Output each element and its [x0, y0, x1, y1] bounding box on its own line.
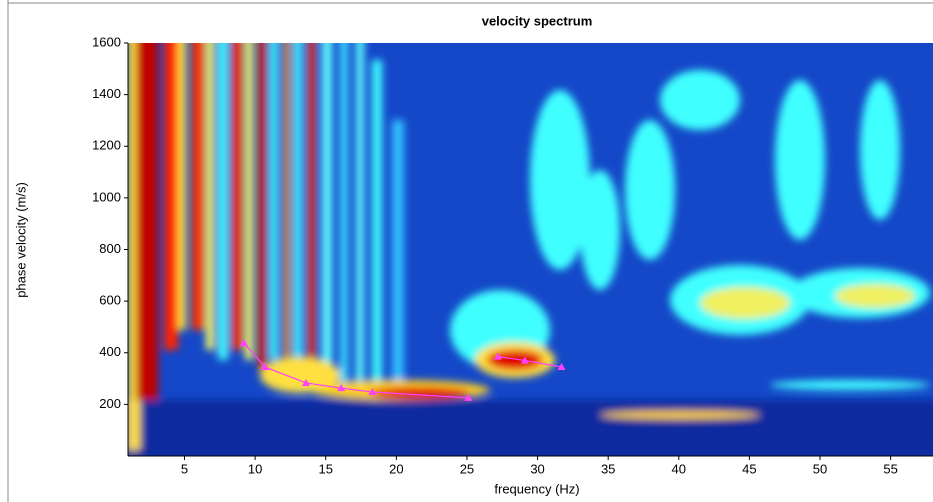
- y-tick-label: 800: [99, 241, 121, 256]
- x-tick-label: 15: [318, 461, 332, 476]
- pick-marker: [368, 387, 377, 395]
- heatmap: [128, 43, 933, 456]
- x-tick-label: 45: [742, 461, 756, 476]
- y-tick-label: 1200: [92, 138, 121, 153]
- x-tick-label: 25: [460, 461, 474, 476]
- pick-marker: [260, 362, 269, 370]
- pick-marker: [301, 378, 310, 386]
- x-tick-label: 50: [813, 461, 827, 476]
- x-tick-label: 10: [248, 461, 262, 476]
- x-axis-label: frequency (Hz): [494, 481, 579, 496]
- y-tick-label: 1000: [92, 189, 121, 204]
- x-tick-label: 20: [389, 461, 403, 476]
- chart-title: velocity spectrum: [482, 13, 593, 28]
- y-tick-label: 1600: [92, 34, 121, 49]
- pick-marker: [494, 352, 503, 360]
- pick-marker: [557, 362, 566, 370]
- x-tick-label: 40: [672, 461, 686, 476]
- pick-marker: [520, 356, 529, 364]
- y-tick-label: 1400: [92, 86, 121, 101]
- y-tick-label: 200: [99, 396, 121, 411]
- pick-line: [243, 342, 469, 399]
- x-tick-label: 35: [601, 461, 615, 476]
- x-tick-label: 55: [883, 461, 897, 476]
- pick-marker: [239, 338, 248, 346]
- pick-marker: [464, 393, 473, 401]
- y-tick-label: 600: [99, 293, 121, 308]
- y-axis-label: phase velocity (m/s): [13, 182, 28, 298]
- x-tick-label: 5: [181, 461, 188, 476]
- y-tick-label: 400: [99, 344, 121, 359]
- x-tick-label: 30: [530, 461, 544, 476]
- pick-marker: [337, 384, 346, 392]
